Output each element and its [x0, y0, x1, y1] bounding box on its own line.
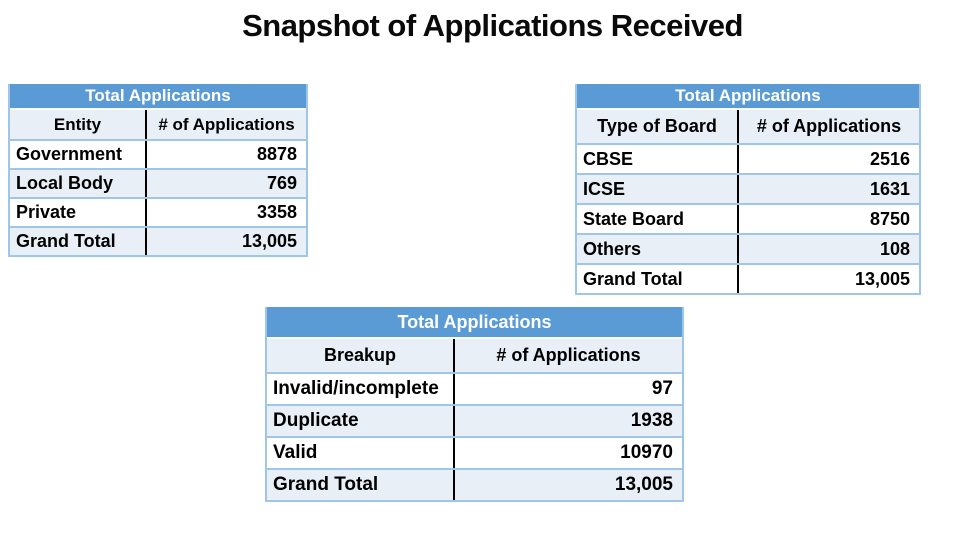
row-value: 108: [879, 238, 910, 259]
row-value: 8750: [869, 208, 910, 229]
board-type-table: Total Applications Type of Board # of Ap…: [575, 84, 921, 295]
board-type-table-title: Total Applications: [577, 84, 919, 110]
entity-table-column-headers: Entity # of Applications: [10, 110, 306, 139]
column-header-type-of-board: Type of Board: [577, 110, 739, 143]
row-label: Valid: [267, 438, 455, 468]
board-type-table-column-headers: Type of Board # of Applications: [577, 110, 919, 143]
row-value: 1631: [869, 178, 910, 199]
row-value: 1938: [630, 410, 673, 431]
slide-title: Snapshot of Applications Received: [242, 8, 743, 43]
row-value: 769: [266, 173, 297, 193]
row-label: State Board: [577, 205, 739, 233]
row-label: Invalid/incomplete: [267, 374, 455, 404]
row-label: Private: [10, 199, 147, 226]
row-value: 3358: [256, 202, 297, 222]
row-label: CBSE: [577, 145, 739, 173]
table-row-grand-total: Grand Total 13,005: [10, 226, 306, 255]
row-label: Grand Total: [577, 265, 739, 293]
column-header-applications: # of Applications: [158, 114, 295, 134]
row-label: Local Body: [10, 170, 147, 197]
table-row: Duplicate 1938: [267, 404, 682, 436]
table-row: ICSE 1631: [577, 173, 919, 203]
row-value: 13,005: [614, 474, 673, 495]
row-label: Others: [577, 235, 739, 263]
row-label: Duplicate: [267, 406, 455, 436]
row-label: ICSE: [577, 175, 739, 203]
entity-table-title: Total Applications: [10, 84, 306, 110]
column-header-applications: # of Applications: [756, 116, 902, 136]
table-row: Others 108: [577, 233, 919, 263]
table-row: Local Body 769: [10, 168, 306, 197]
column-header-applications: # of Applications: [496, 345, 641, 365]
breakup-table-title: Total Applications: [267, 307, 682, 339]
column-header-entity: Entity: [10, 110, 147, 139]
table-row-grand-total: Grand Total 13,005: [577, 263, 919, 293]
row-label: Grand Total: [10, 228, 147, 255]
table-row: Government 8878: [10, 139, 306, 168]
entity-table: Total Applications Entity # of Applicati…: [8, 84, 308, 257]
table-row: CBSE 2516: [577, 143, 919, 173]
row-value: 8878: [256, 144, 297, 164]
table-row: Invalid/incomplete 97: [267, 372, 682, 404]
table-row: State Board 8750: [577, 203, 919, 233]
row-value: 13,005: [241, 231, 297, 251]
row-label: Grand Total: [267, 470, 455, 500]
table-row-grand-total: Grand Total 13,005: [267, 468, 682, 500]
breakup-table-column-headers: Breakup # of Applications: [267, 339, 682, 372]
row-value: 10970: [620, 442, 673, 463]
row-value: 2516: [869, 148, 910, 169]
row-value: 13,005: [854, 268, 910, 289]
column-header-breakup: Breakup: [267, 339, 455, 372]
row-label: Government: [10, 141, 147, 168]
table-row: Private 3358: [10, 197, 306, 226]
row-value: 97: [651, 378, 673, 399]
breakup-table: Total Applications Breakup # of Applicat…: [265, 307, 684, 502]
table-row: Valid 10970: [267, 436, 682, 468]
